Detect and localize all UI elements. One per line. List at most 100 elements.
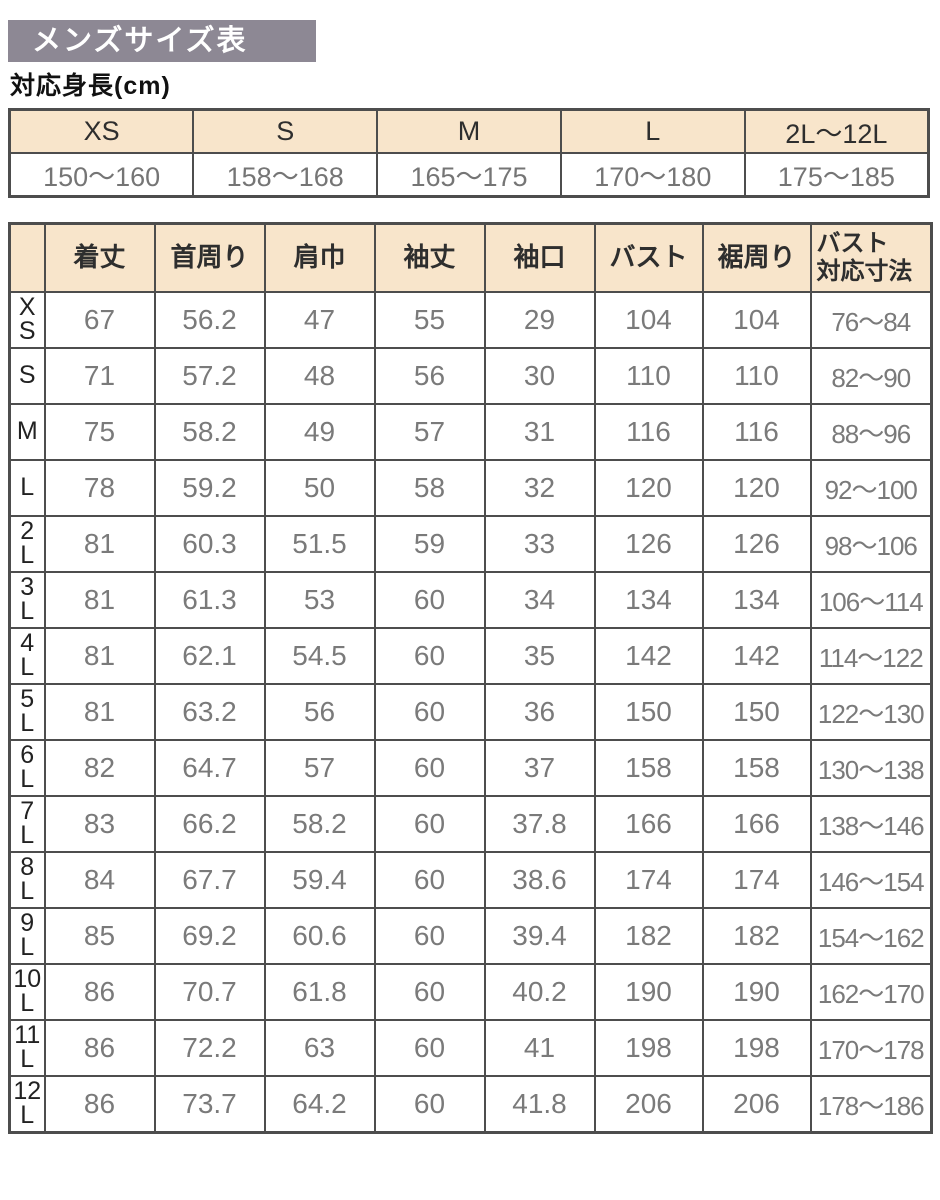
row-label-7l: 7 L [8,795,46,853]
cell-4l-body-length: 81 [43,627,156,685]
cell-11l-sleeve: 60 [373,1019,486,1077]
height-table-value-row: 150〜160 158〜168 165〜175 170〜180 175〜185 [8,152,930,198]
cell-11l-bust: 198 [593,1019,704,1077]
cell-m-body-length: 75 [43,403,156,461]
cell-9l-bust: 182 [593,907,704,965]
cell-11l-bust-range: 170〜178 [809,1019,933,1077]
cell-7l-cuff: 37.8 [483,795,596,853]
row-label-9l: 9 L [8,907,46,965]
height-range-l: 170〜180 [559,152,746,198]
row-label-10l: 10 L [8,963,46,1021]
cell-xs-bust: 104 [593,291,704,349]
cell-6l-neck: 64.7 [153,739,266,797]
cell-l-bust-range: 92〜100 [809,459,933,517]
cell-9l-hem: 182 [701,907,812,965]
cell-m-shoulder: 49 [263,403,376,461]
cell-11l-body-length: 86 [43,1019,156,1077]
cell-11l-shoulder: 63 [263,1019,376,1077]
cell-4l-hem: 142 [701,627,812,685]
cell-6l-bust-range: 130〜138 [809,739,933,797]
cell-12l-cuff: 41.8 [483,1075,596,1134]
cell-l-body-length: 78 [43,459,156,517]
cell-3l-shoulder: 53 [263,571,376,629]
col-header-cuff: 袖口 [483,222,596,293]
cell-7l-bust: 166 [593,795,704,853]
cell-5l-bust: 150 [593,683,704,741]
cell-12l-sleeve: 60 [373,1075,486,1134]
cell-s-bust: 110 [593,347,704,405]
cell-4l-sleeve: 60 [373,627,486,685]
cell-m-neck: 58.2 [153,403,266,461]
corner-cell [8,222,46,293]
cell-2l-bust-range: 98〜106 [809,515,933,573]
cell-4l-cuff: 35 [483,627,596,685]
cell-6l-shoulder: 57 [263,739,376,797]
cell-3l-neck: 61.3 [153,571,266,629]
size-table: 着丈 首周り 肩巾 袖丈 袖口 バスト 裾周り バスト 対応寸法 X S 67 … [8,222,933,1134]
cell-xs-bust-range: 76〜84 [809,291,933,349]
page-title: メンズサイズ表 [8,20,316,62]
cell-5l-cuff: 36 [483,683,596,741]
cell-10l-cuff: 40.2 [483,963,596,1021]
size-row-2l: 2 L 81 60.3 51.5 59 33 126 126 98〜106 [8,515,933,573]
col-header-neck: 首周り [153,222,266,293]
cell-12l-body-length: 86 [43,1075,156,1134]
row-label-s: S [8,347,46,405]
cell-8l-body-length: 84 [43,851,156,909]
cell-9l-sleeve: 60 [373,907,486,965]
cell-8l-bust: 174 [593,851,704,909]
cell-6l-cuff: 37 [483,739,596,797]
cell-8l-cuff: 38.6 [483,851,596,909]
col-header-shoulder-width: 肩巾 [263,222,376,293]
cell-10l-bust-range: 162〜170 [809,963,933,1021]
cell-3l-cuff: 34 [483,571,596,629]
cell-7l-hem: 166 [701,795,812,853]
cell-10l-body-length: 86 [43,963,156,1021]
height-col-header-xs: XS [8,108,195,154]
col-header-body-length: 着丈 [43,222,156,293]
cell-s-bust-range: 82〜90 [809,347,933,405]
cell-5l-bust-range: 122〜130 [809,683,933,741]
size-row-7l: 7 L 83 66.2 58.2 60 37.8 166 166 138〜146 [8,795,933,853]
height-col-header-l: L [559,108,746,154]
cell-4l-shoulder: 54.5 [263,627,376,685]
cell-5l-neck: 63.2 [153,683,266,741]
size-row-l: L 78 59.2 50 58 32 120 120 92〜100 [8,459,933,517]
cell-2l-sleeve: 59 [373,515,486,573]
cell-8l-hem: 174 [701,851,812,909]
cell-8l-shoulder: 59.4 [263,851,376,909]
cell-l-bust: 120 [593,459,704,517]
cell-5l-hem: 150 [701,683,812,741]
cell-10l-shoulder: 61.8 [263,963,376,1021]
row-label-6l: 6 L [8,739,46,797]
row-label-m: M [8,403,46,461]
height-range-s: 158〜168 [192,152,379,198]
size-row-xs: X S 67 56.2 47 55 29 104 104 76〜84 [8,291,933,349]
size-table-header-row: 着丈 首周り 肩巾 袖丈 袖口 バスト 裾周り バスト 対応寸法 [8,222,933,293]
col-header-hem: 裾周り [701,222,812,293]
height-table-caption: 対応身長(cm) [10,72,171,100]
cell-xs-cuff: 29 [483,291,596,349]
cell-10l-bust: 190 [593,963,704,1021]
cell-3l-bust: 134 [593,571,704,629]
size-row-3l: 3 L 81 61.3 53 60 34 134 134 106〜114 [8,571,933,629]
cell-l-neck: 59.2 [153,459,266,517]
cell-7l-shoulder: 58.2 [263,795,376,853]
size-row-4l: 4 L 81 62.1 54.5 60 35 142 142 114〜122 [8,627,933,685]
cell-8l-bust-range: 146〜154 [809,851,933,909]
row-label-2l: 2 L [8,515,46,573]
cell-l-sleeve: 58 [373,459,486,517]
row-label-11l: 11 L [8,1019,46,1077]
row-label-12l: 12 L [8,1075,46,1134]
cell-4l-neck: 62.1 [153,627,266,685]
height-col-header-2l-12l: 2L〜12L [743,108,930,154]
cell-7l-sleeve: 60 [373,795,486,853]
height-range-2l-12l: 175〜185 [743,152,930,198]
cell-11l-neck: 72.2 [153,1019,266,1077]
cell-xs-neck: 56.2 [153,291,266,349]
size-row-11l: 11 L 86 72.2 63 60 41 198 198 170〜178 [8,1019,933,1077]
size-row-10l: 10 L 86 70.7 61.8 60 40.2 190 190 162〜17… [8,963,933,1021]
cell-12l-hem: 206 [701,1075,812,1134]
cell-xs-body-length: 67 [43,291,156,349]
